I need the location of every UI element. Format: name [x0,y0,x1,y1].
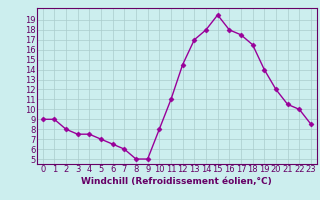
X-axis label: Windchill (Refroidissement éolien,°C): Windchill (Refroidissement éolien,°C) [81,177,272,186]
